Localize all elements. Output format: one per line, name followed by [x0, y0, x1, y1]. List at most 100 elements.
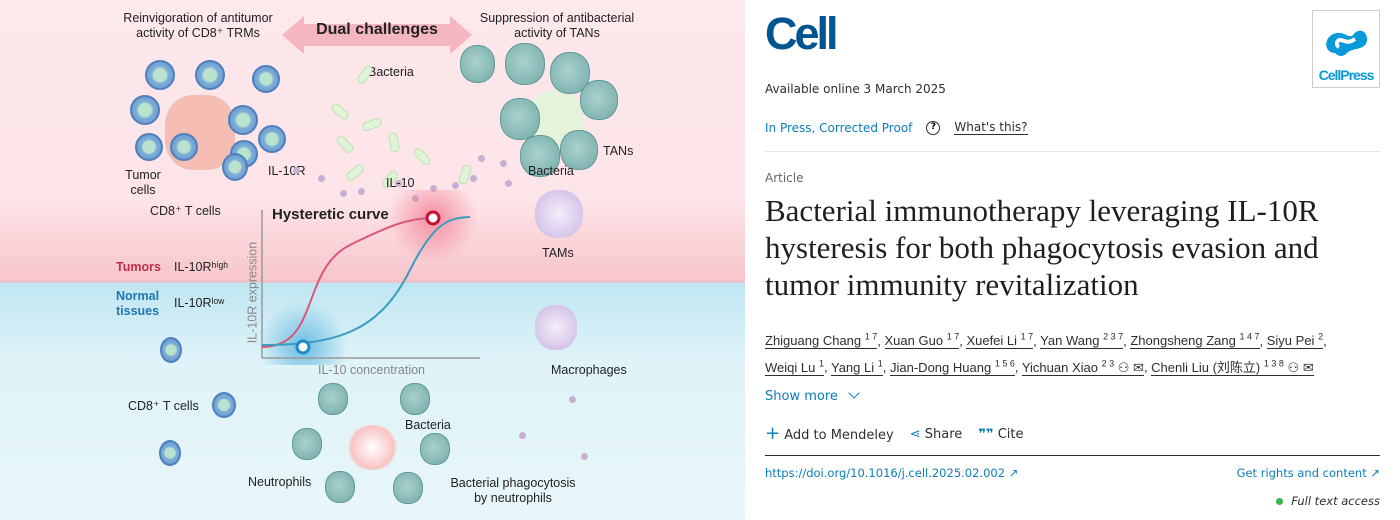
cellpress-icon [1326, 30, 1367, 56]
doi-link[interactable]: https://doi.org/10.1016/j.cell.2025.02.0… [765, 466, 1018, 480]
tan-cell [500, 98, 540, 140]
author-link[interactable]: Yan Wang 2 3 7 [1040, 332, 1124, 350]
cellpress-text: CellPress [1318, 67, 1375, 83]
author-link[interactable]: Yichuan Xiao 2 3 ⚇ ✉ [1021, 358, 1144, 376]
share-button[interactable]: ⋖ Share [910, 427, 963, 443]
help-icon[interactable]: ? [926, 120, 941, 135]
article-header: Cell CellPress Available online 3 March … [765, 0, 1390, 520]
author-name: Siyu Pei [1266, 333, 1315, 349]
share-icon: ⋖ [909, 427, 921, 442]
phagocytosis-site [345, 425, 400, 470]
author-affiliations: 1 [877, 358, 883, 369]
bacterium [387, 131, 401, 154]
cd8-t-cell [195, 60, 225, 90]
show-more-label: Show more [765, 389, 838, 404]
neutrophil-cell [393, 472, 423, 504]
label-tans: TANs [603, 144, 634, 158]
il10-molecule [569, 396, 576, 403]
author-link[interactable]: Zhongsheng Zang 1 4 7 [1130, 332, 1260, 350]
label-il10r-low: IL-10Rˡᵒʷ [174, 296, 225, 310]
author-link[interactable]: Yang Li 1 [830, 358, 883, 376]
author-link[interactable]: Weiqi Lu 1 [765, 358, 824, 376]
tan-cell [560, 130, 598, 170]
mendeley-label: Add to Mendeley [784, 428, 894, 443]
cd8-t-cell [212, 392, 236, 418]
graphical-abstract: Reinvigoration of antitumor activity of … [0, 0, 745, 520]
label-cd8-bottom: CD8⁺ T cells [128, 399, 199, 413]
label-il10r-high: IL-10Rʰⁱᵍʰ [174, 260, 229, 274]
author-affiliations: 2 [1318, 332, 1324, 342]
cite-button[interactable]: ❞❞ Cite [978, 427, 1023, 443]
neutrophil-cell [318, 383, 348, 415]
author-affiliations: 1 7 [1020, 332, 1034, 342]
person-icon: ⚇ [1117, 359, 1130, 375]
mail-icon: ✉ [1133, 359, 1144, 375]
author-link[interactable]: Siyu Pei 2 [1266, 332, 1324, 350]
il10-molecule [430, 185, 437, 192]
curve-title: Hysteretic curve [272, 206, 389, 223]
label-bacteria-tans: Bacteria [528, 164, 574, 178]
author-affiliations: 2 3 [1101, 358, 1115, 369]
doi-text: https://doi.org/10.1016/j.cell.2025.02.0… [765, 466, 1006, 480]
author-link[interactable]: Xuefei Li 1 7 [966, 332, 1034, 350]
external-link-icon: ↗ [1370, 466, 1380, 480]
author-link[interactable]: Jian-Dong Huang 1 5 6 [890, 358, 1015, 376]
cd8-t-cell [228, 105, 258, 135]
cd8-t-cell [135, 133, 163, 161]
author-link[interactable]: Chenli Liu (刘陈立) 1 3 8 ⚇ ✉ [1151, 358, 1314, 376]
cd8-t-cell [130, 95, 160, 125]
dual-arrow [282, 16, 472, 54]
label-neutrophils: Neutrophils [248, 475, 312, 489]
action-bar: + Add to Mendeley ⋖ Share ❞❞ Cite [765, 425, 1024, 444]
label-top-left: Reinvigoration of antitumor activity of … [123, 11, 273, 40]
macrophage-cell [535, 305, 577, 350]
author-link[interactable]: Zhiguang Chang 1 7 [765, 332, 878, 350]
author-name: Chenli Liu (刘陈立) [1151, 359, 1261, 375]
label-tumor-cells: Tumor cells [125, 168, 161, 197]
author-affiliations: 1 5 6 [994, 358, 1015, 369]
x-axis-label: IL-10 concentration [318, 363, 426, 377]
whats-this-link[interactable]: What's this? [954, 120, 1028, 135]
cd8-t-cell [159, 440, 181, 466]
author-name: Zhiguang Chang [765, 333, 862, 349]
person-icon: ⚇ [1287, 359, 1300, 375]
cite-label: Cite [997, 427, 1024, 442]
article-title: Bacterial immunotherapy leveraging IL-10… [765, 193, 1319, 302]
dual-challenges: Dual challenges [316, 21, 438, 38]
il10-molecule [293, 167, 300, 174]
rights-link[interactable]: Get rights and content ↗ [1237, 466, 1380, 480]
status-link[interactable]: In Press, Corrected Proof [765, 120, 913, 135]
il10-molecule [505, 180, 512, 187]
cd8-t-cell [160, 337, 182, 363]
tam-cell [535, 190, 583, 238]
cd8-t-cell [145, 60, 175, 90]
plus-icon: + [765, 423, 781, 444]
curve-blue [261, 216, 471, 346]
label-top-right: Suppression of antibacterial activity of… [479, 11, 635, 40]
author-affiliations: 1 4 7 [1239, 332, 1260, 342]
bacterium [361, 116, 383, 133]
cell-logo[interactable]: Cell [765, 8, 839, 59]
quote-icon: ❞❞ [978, 427, 994, 442]
cd8-t-cell [258, 125, 286, 153]
il10-molecule [500, 160, 507, 167]
label-macrophages: Macrophages [551, 363, 627, 377]
bacterium [411, 146, 433, 167]
author-affiliations: 1 [818, 358, 824, 369]
author-affiliations: 1 7 [946, 332, 960, 342]
author-link[interactable]: Xuan Guo 1 7 [884, 332, 960, 350]
neutrophil-cell [420, 433, 450, 465]
author-list: Zhiguang Chang 1 7, Xuan Guo 1 7, Xuefei… [765, 332, 1327, 376]
hysteretic-curve [258, 190, 480, 365]
rights-text: Get rights and content [1236, 466, 1367, 480]
add-to-mendeley-button[interactable]: + Add to Mendeley [765, 425, 894, 444]
share-label: Share [924, 427, 963, 442]
label-tams: TAMs [542, 246, 574, 260]
divider-dark [765, 455, 1380, 456]
neutrophil-cell [325, 471, 355, 503]
cellpress-logo[interactable]: CellPress [1312, 10, 1380, 88]
label-cd8-top: CD8⁺ T cells [150, 204, 221, 218]
show-more-button[interactable]: Show more [765, 387, 860, 404]
y-axis-label: IL-10R expression [245, 241, 260, 344]
external-link-icon: ↗ [1008, 466, 1019, 480]
